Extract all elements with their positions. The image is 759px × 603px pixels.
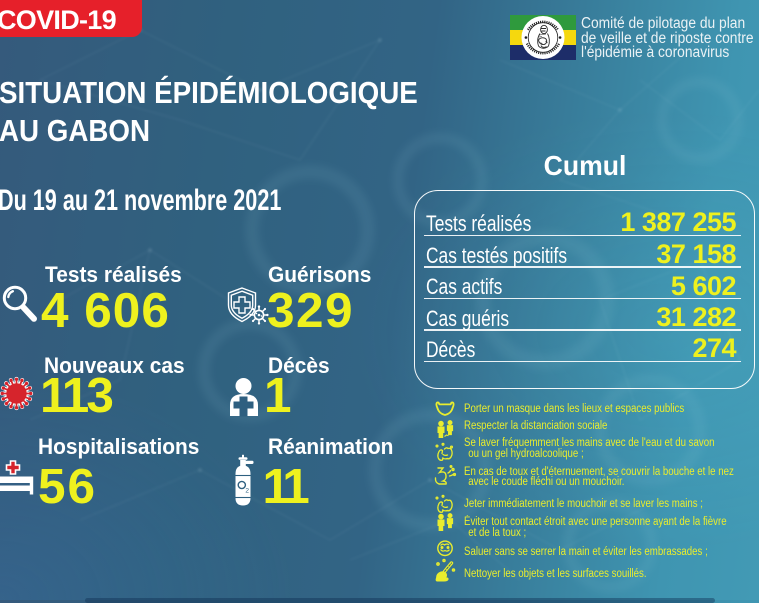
svg-text:2: 2 — [245, 488, 249, 495]
